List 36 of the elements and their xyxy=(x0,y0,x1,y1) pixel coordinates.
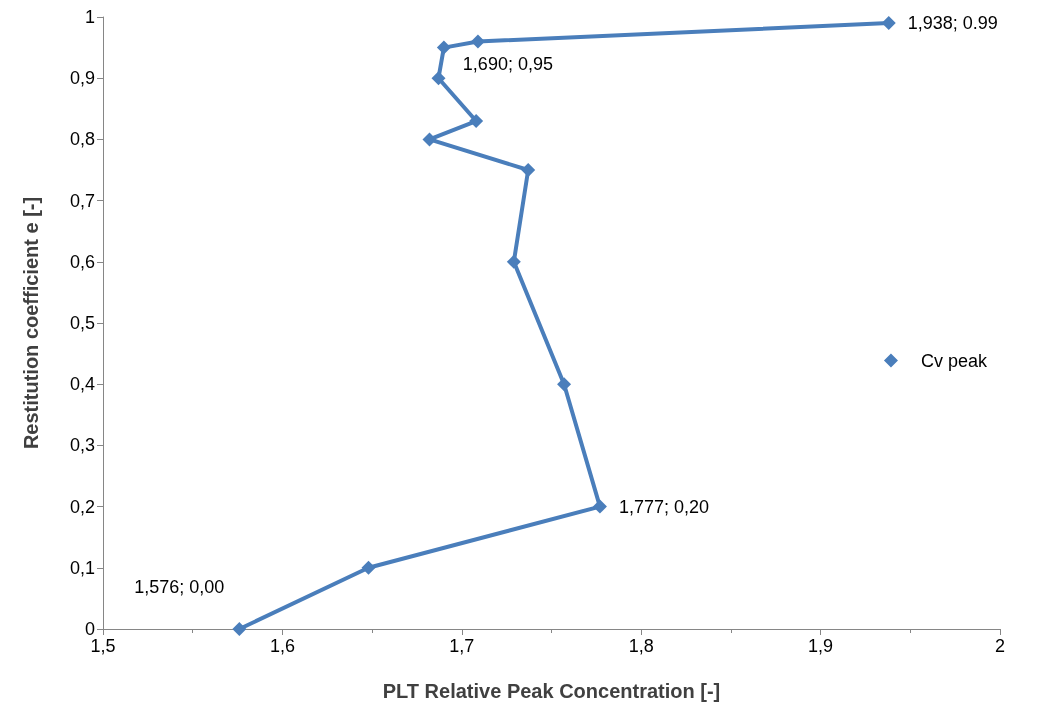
x-tick-label: 1,9 xyxy=(808,636,834,656)
point xyxy=(422,132,437,147)
data-label: 1,938; 0.99 xyxy=(907,13,998,34)
x-tick-label: 1,8 xyxy=(628,636,654,656)
x-axis-title: PLT Relative Peak Concentration [-] xyxy=(382,680,721,702)
point xyxy=(506,254,521,269)
y-tick-label: 0,9 xyxy=(69,68,95,89)
point xyxy=(881,16,896,31)
x-tick-label: 1,5 xyxy=(90,636,116,656)
y-tick-label: 0,7 xyxy=(69,190,95,211)
data-label: 1,777; 0,20 xyxy=(618,496,710,517)
x-tick-label: 2 xyxy=(994,636,1006,656)
y-tick-label: 1 xyxy=(84,7,95,27)
point xyxy=(592,499,607,514)
point xyxy=(521,163,536,177)
point xyxy=(557,377,572,392)
data-label: 1,576; 0,00 xyxy=(134,577,225,597)
point xyxy=(232,622,247,636)
point xyxy=(470,34,485,49)
y-tick-label: 0,1 xyxy=(69,557,95,578)
y-tick-label: 0,4 xyxy=(69,374,95,395)
data-label: 1,690; 0,95 xyxy=(462,53,553,74)
y-tick-label: 0 xyxy=(84,619,95,639)
point xyxy=(431,71,446,86)
point xyxy=(361,560,376,575)
y-tick-label: 0,3 xyxy=(69,435,95,456)
y-tick-label: 0,6 xyxy=(69,251,95,272)
legend-label: Cv peak xyxy=(920,350,988,371)
y-axis-title: Restitution coefficient e [-] xyxy=(20,196,42,450)
y-tick-label: 0,8 xyxy=(69,129,95,150)
point xyxy=(436,40,451,55)
y-tick-label: 0,5 xyxy=(69,313,95,333)
x-tick-label: 1,7 xyxy=(449,636,475,656)
point xyxy=(469,114,484,129)
x-tick-label: 1,6 xyxy=(269,636,295,656)
y-tick-label: 0,2 xyxy=(69,496,95,517)
